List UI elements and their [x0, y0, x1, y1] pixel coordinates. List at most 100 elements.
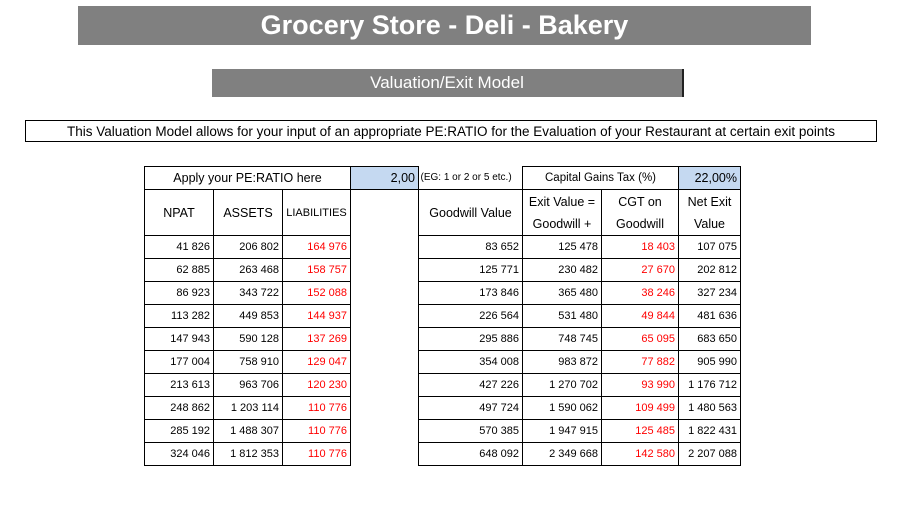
table-row: 295 886 748 745 65 095 683 650	[418, 327, 741, 351]
table-row: 125 771 230 482 27 670 202 812	[418, 258, 741, 282]
exit-value-cell: 531 480	[522, 304, 602, 328]
assets-cell: 963 706	[213, 373, 283, 397]
cgt-cell: 77 882	[601, 350, 679, 374]
npat-cell: 41 826	[144, 235, 214, 259]
net-exit-cell: 683 650	[678, 327, 741, 351]
npat-cell: 285 192	[144, 419, 214, 443]
header-goodwill: Goodwill Value	[418, 189, 523, 236]
exit-value-cell: 2 349 668	[522, 442, 602, 466]
goodwill-cell: 173 846	[418, 281, 523, 305]
cgt-cell: 65 095	[601, 327, 679, 351]
table-row: 62 885 263 468 158 757	[144, 258, 419, 282]
table-row: 427 226 1 270 702 93 990 1 176 712	[418, 373, 741, 397]
left-table: Apply your PE:RATIO here 2,00 NPAT ASSET…	[144, 166, 419, 466]
exit-value-cell: 983 872	[522, 350, 602, 374]
goodwill-cell: 354 008	[418, 350, 523, 374]
cgt-input[interactable]: 22,00%	[678, 166, 741, 190]
table-row: 248 862 1 203 114 110 776	[144, 396, 419, 420]
npat-cell: 177 004	[144, 350, 214, 374]
right-table: (EG: 1 or 2 or 5 etc.) Capital Gains Tax…	[418, 166, 741, 466]
npat-cell: 113 282	[144, 304, 214, 328]
header-npat: NPAT	[144, 189, 214, 236]
assets-cell: 1 812 353	[213, 442, 283, 466]
goodwill-cell: 226 564	[418, 304, 523, 328]
exit-value-cell: 125 478	[522, 235, 602, 259]
assets-cell: 263 468	[213, 258, 283, 282]
assets-cell: 343 722	[213, 281, 283, 305]
liabilities-cell: 120 230	[282, 373, 351, 397]
net-exit-cell: 2 207 088	[678, 442, 741, 466]
cgt-cell: 125 485	[601, 419, 679, 443]
header-liabilities: LIABILITIES	[282, 189, 351, 236]
net-exit-cell: 202 812	[678, 258, 741, 282]
table-row: 648 092 2 349 668 142 580 2 207 088	[418, 442, 741, 466]
header-assets: ASSETS	[213, 189, 283, 236]
table-row: 213 613 963 706 120 230	[144, 373, 419, 397]
net-exit-cell: 107 075	[678, 235, 741, 259]
cgt-cell: 109 499	[601, 396, 679, 420]
table-row: 354 008 983 872 77 882 905 990	[418, 350, 741, 374]
goodwill-cell: 570 385	[418, 419, 523, 443]
goodwill-cell: 648 092	[418, 442, 523, 466]
exit-value-cell: 1 947 915	[522, 419, 602, 443]
assets-cell: 758 910	[213, 350, 283, 374]
exit-value-cell: 230 482	[522, 258, 602, 282]
table-row: 83 652 125 478 18 403 107 075	[418, 235, 741, 259]
net-exit-cell: 1 176 712	[678, 373, 741, 397]
table-row: 147 943 590 128 137 269	[144, 327, 419, 351]
exit-value-cell: 1 590 062	[522, 396, 602, 420]
net-exit-cell: 1 822 431	[678, 419, 741, 443]
exit-value-cell: 748 745	[522, 327, 602, 351]
pe-ratio-input[interactable]: 2,00	[350, 166, 419, 190]
net-exit-cell: 905 990	[678, 350, 741, 374]
description-box: This Valuation Model allows for your inp…	[25, 120, 877, 142]
assets-cell: 206 802	[213, 235, 283, 259]
pe-ratio-hint: (EG: 1 or 2 or 5 etc.)	[420, 172, 512, 184]
header-exit-value: Exit Value = Goodwill +	[522, 189, 602, 236]
table-row: 177 004 758 910 129 047	[144, 350, 419, 374]
liabilities-cell: 110 776	[282, 419, 351, 443]
npat-cell: 147 943	[144, 327, 214, 351]
liabilities-cell: 144 937	[282, 304, 351, 328]
cgt-cell: 27 670	[601, 258, 679, 282]
table-row: 570 385 1 947 915 125 485 1 822 431	[418, 419, 741, 443]
cgt-label: Capital Gains Tax (%)	[522, 166, 679, 190]
header-cgt: CGT on Goodwill	[601, 189, 679, 236]
npat-cell: 324 046	[144, 442, 214, 466]
cgt-cell: 49 844	[601, 304, 679, 328]
liabilities-cell: 158 757	[282, 258, 351, 282]
cgt-cell: 18 403	[601, 235, 679, 259]
npat-cell: 248 862	[144, 396, 214, 420]
assets-cell: 1 488 307	[213, 419, 283, 443]
header-net-exit: Net Exit Value	[678, 189, 741, 236]
npat-cell: 86 923	[144, 281, 214, 305]
cgt-cell: 93 990	[601, 373, 679, 397]
goodwill-cell: 125 771	[418, 258, 523, 282]
liabilities-cell: 129 047	[282, 350, 351, 374]
liabilities-cell: 110 776	[282, 442, 351, 466]
assets-cell: 590 128	[213, 327, 283, 351]
goodwill-cell: 497 724	[418, 396, 523, 420]
table-row: 113 282 449 853 144 937	[144, 304, 419, 328]
table-row: 86 923 343 722 152 088	[144, 281, 419, 305]
assets-cell: 1 203 114	[213, 396, 283, 420]
table-row: 497 724 1 590 062 109 499 1 480 563	[418, 396, 741, 420]
table-row: 173 846 365 480 38 246 327 234	[418, 281, 741, 305]
page-title: Grocery Store - Deli - Bakery	[78, 6, 811, 45]
goodwill-cell: 83 652	[418, 235, 523, 259]
net-exit-cell: 327 234	[678, 281, 741, 305]
pe-ratio-label: Apply your PE:RATIO here	[144, 166, 351, 190]
liabilities-cell: 137 269	[282, 327, 351, 351]
table-row: 285 192 1 488 307 110 776	[144, 419, 419, 443]
table-row: 41 826 206 802 164 976	[144, 235, 419, 259]
npat-cell: 62 885	[144, 258, 214, 282]
table-row: 324 046 1 812 353 110 776	[144, 442, 419, 466]
cgt-cell: 142 580	[601, 442, 679, 466]
net-exit-cell: 481 636	[678, 304, 741, 328]
liabilities-cell: 164 976	[282, 235, 351, 259]
page-subtitle: Valuation/Exit Model	[212, 69, 684, 97]
liabilities-cell: 110 776	[282, 396, 351, 420]
liabilities-cell: 152 088	[282, 281, 351, 305]
assets-cell: 449 853	[213, 304, 283, 328]
goodwill-cell: 427 226	[418, 373, 523, 397]
